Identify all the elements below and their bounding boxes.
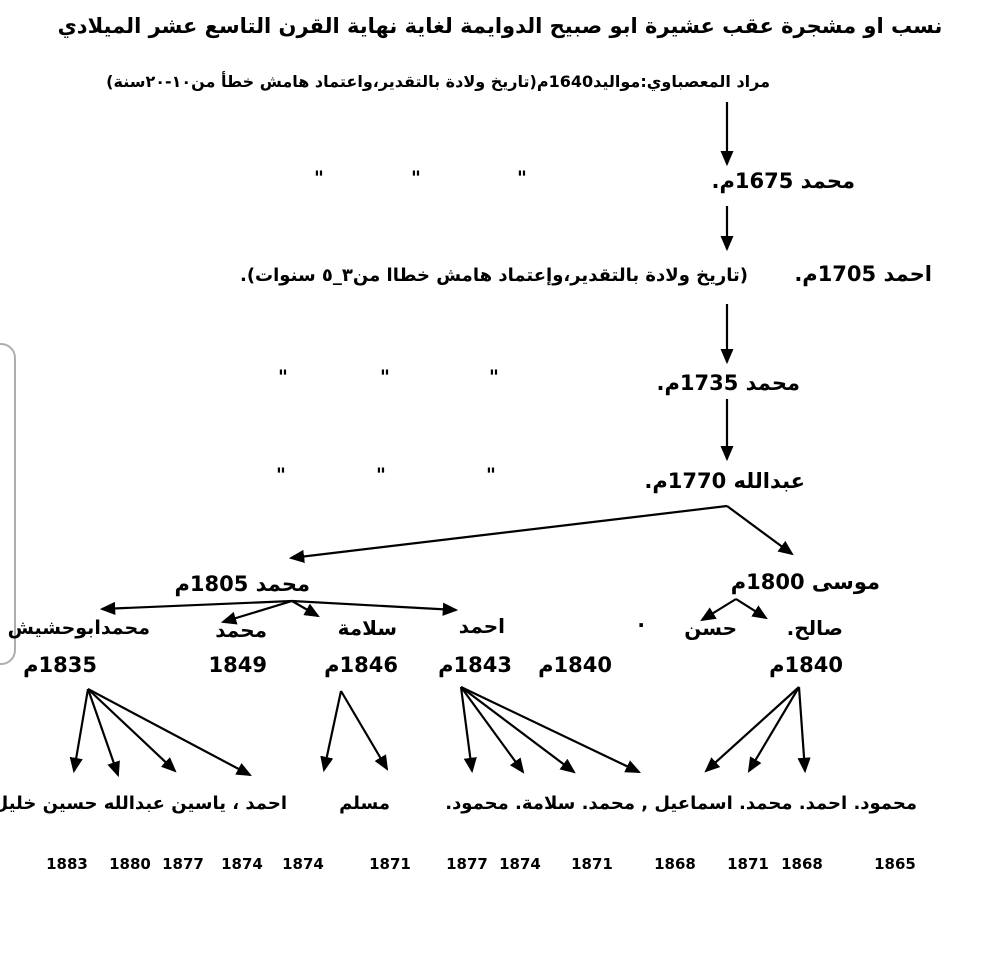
node-saleh: صالح. [786, 616, 843, 640]
node-ahmad-1843: احمد [458, 614, 505, 638]
bottom-names-left: احمد ، ياسين عبدالله حسين خليل [0, 793, 287, 814]
ditto-mark: " [376, 464, 387, 486]
arrow-1846-fan-1 [320, 690, 343, 773]
bottom-names-right: محمود. احمد. محمد. اسماعيل , محمد. سلامة… [445, 793, 917, 814]
arrow-1805-to-muhammad [220, 599, 293, 625]
arrow-1840-fan-2 [747, 686, 800, 773]
node-musa-1800: موسى 1800م [730, 570, 880, 594]
year-abu-hshish: 1835م [23, 653, 97, 677]
year-salama: 1846م [324, 653, 398, 677]
year-muhammad: 1849 [208, 653, 267, 677]
node-abu-hshish: محمدابوحشيش [7, 617, 150, 639]
arrow-1835-fan-4 [87, 688, 252, 777]
year-hasan: 1840م [538, 653, 612, 677]
ditto-mark: " [276, 464, 287, 486]
bottom-year: 1877 [162, 855, 204, 873]
bottom-year: 1883 [46, 855, 88, 873]
year-saleh: 1840م [769, 653, 843, 677]
node-ahmad-1705: احمد 1705م. [794, 262, 932, 286]
arrow-1843-fan-1 [459, 686, 477, 774]
page-title: نسب او مشجرة عقب عشيرة ابو صبيح الدوايمة… [57, 14, 943, 38]
node-muhammad-1805: محمد 1805م [174, 572, 310, 596]
bottom-year: 1868 [781, 855, 823, 873]
arrow-1770-to-muhammad-1805 [288, 504, 728, 563]
bottom-year: 1880 [109, 855, 151, 873]
arrow-1840-fan-3 [797, 686, 811, 774]
bottom-year: 1877 [446, 855, 488, 873]
bottom-year: 1874 [282, 855, 324, 873]
arrow-musa-to-hasan [700, 598, 737, 622]
bottom-year: 1871 [369, 855, 411, 873]
arrow-1843-fan-4 [460, 686, 641, 773]
node-muhammad-1849: محمد [215, 618, 267, 642]
ditto-mark: " [314, 167, 325, 189]
arrow-1805-to-salama [291, 600, 320, 618]
node-muslim: مسلم [339, 793, 390, 814]
arrow-1805-to-abuhshish [99, 599, 293, 616]
arrow-musa-to-saleh [735, 598, 768, 620]
node-salama-1846: سلامة [337, 616, 397, 640]
arrow-1805-to-ahmad [291, 599, 459, 616]
arrow-1835-fan-2 [86, 688, 120, 778]
arrow-1770-to-musa-1800 [726, 505, 794, 556]
node-ahmad-1705-note: (تاريخ ولادة بالتقدير،وإعتماد هامش خطاا … [239, 265, 748, 286]
ditto-mark: " [517, 167, 528, 189]
node-muhammad-1735: محمد 1735م. [656, 371, 801, 395]
ditto-mark: " [380, 366, 391, 388]
ditto-mark: " [411, 167, 422, 189]
bottom-year: 1874 [499, 855, 541, 873]
founder-line: مراد المعصباوي:مواليد1640م(تاريخ ولادة ب… [106, 72, 770, 91]
arrow-1846-fan-2 [340, 690, 389, 771]
bottom-year: 1871 [727, 855, 769, 873]
node-abdullah-1770: عبدالله 1770م. [644, 469, 805, 493]
ditto-mark: " [486, 464, 497, 486]
year-ahmad: 1843م [438, 653, 512, 677]
arrow-1843-fan-2 [460, 686, 525, 774]
bottom-year: 1871 [571, 855, 613, 873]
node-hasan: حسن [684, 616, 737, 640]
bottom-year: 1868 [654, 855, 696, 873]
arrow-1843-fan-3 [460, 686, 576, 774]
arrow-1835-fan-3 [87, 688, 177, 773]
ditto-mark: " [489, 366, 500, 388]
node-muhammad-1675: محمد 1675م. [711, 169, 856, 193]
arrow-1835-fan-1 [69, 688, 90, 774]
separator-dot: . [637, 608, 645, 632]
bottom-year: 1874 [221, 855, 263, 873]
arrow-1840-fan-1 [704, 686, 800, 773]
bottom-year: 1865 [874, 855, 916, 873]
ditto-mark: " [278, 366, 289, 388]
